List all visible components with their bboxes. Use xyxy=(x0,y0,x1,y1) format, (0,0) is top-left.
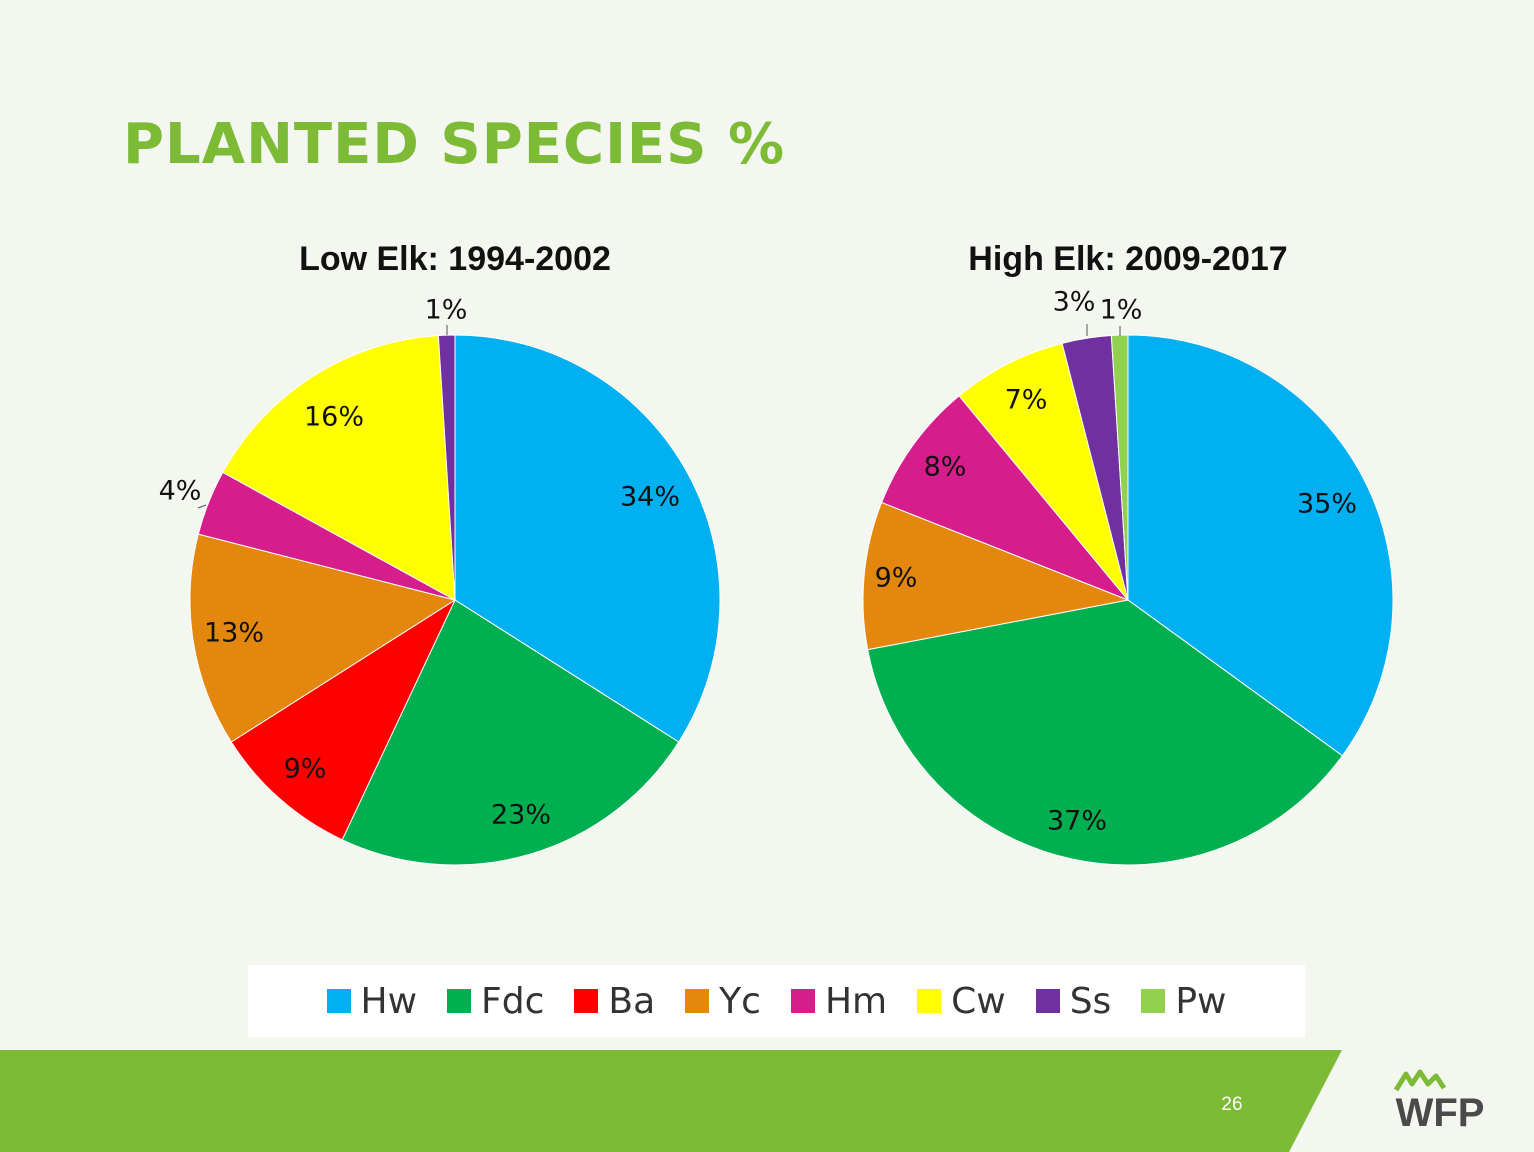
legend-item-hm: Hm xyxy=(790,980,888,1022)
legend-swatch xyxy=(1035,989,1060,1013)
legend-swatch xyxy=(447,989,472,1013)
legend-swatch xyxy=(917,989,942,1013)
legend-item-fdc: Fdc xyxy=(447,981,544,1022)
logo-tree-mark-icon xyxy=(1393,1069,1447,1092)
chart-title-low-elk: Low Elk: 1994-2002 xyxy=(299,240,611,278)
slice-label-fdc: 37% xyxy=(1047,806,1107,837)
wfp-logo: WFP xyxy=(1393,1069,1485,1132)
pie-slice-hm xyxy=(880,395,1129,601)
slice-label-cw: 16% xyxy=(304,402,364,433)
pie-slice-yc xyxy=(862,501,1130,651)
chart-title-high-elk: High Elk: 2009-2017 xyxy=(968,240,1287,278)
slide-title: PLANTED SPECIES % xyxy=(123,112,786,177)
legend-item-hw: Hw xyxy=(326,980,418,1022)
legend-label: Pw xyxy=(1175,980,1227,1022)
slice-label-hm: 4% xyxy=(159,476,202,507)
legend-label: Ss xyxy=(1069,980,1112,1022)
slice-label-ss: 3% xyxy=(1053,287,1096,318)
legend-item-pw: Pw xyxy=(1141,981,1226,1022)
legend-swatch xyxy=(574,989,599,1013)
legend-item-ba: Ba xyxy=(574,981,655,1022)
slice-label-yc: 13% xyxy=(204,618,264,649)
pie-low-elk: 34% 23% 9% 13% 4% 16% 1% xyxy=(159,295,721,866)
legend: Hw Fdc Ba Yc Hm Cw Ss Pw xyxy=(248,965,1305,1037)
legend-label: Fdc xyxy=(481,980,545,1022)
legend-label: Hm xyxy=(824,980,888,1022)
legend-label: Ba xyxy=(608,980,656,1022)
slice-label-fdc: 23% xyxy=(491,800,551,831)
slice-label-pw: 1% xyxy=(1100,295,1143,326)
legend-item-yc: Yc xyxy=(685,981,761,1022)
logo-text: WFP xyxy=(1396,1091,1485,1132)
pie-slice-fdc xyxy=(341,599,680,866)
footer-band xyxy=(0,1050,1342,1152)
slice-label-hw: 34% xyxy=(620,482,680,513)
page-number: 26 xyxy=(1221,1094,1243,1115)
legend-swatch xyxy=(326,989,351,1013)
legend-item-cw: Cw xyxy=(917,981,1006,1022)
pie-slice-ss xyxy=(437,334,456,601)
slice-label-ba: 9% xyxy=(284,754,327,785)
pie-slice-ba xyxy=(230,598,457,841)
pie-slice-hw xyxy=(454,334,721,743)
legend-label: Cw xyxy=(951,980,1006,1022)
pie-slice-cw xyxy=(958,342,1129,601)
pie-slice-yc xyxy=(189,533,457,743)
legend-label: Yc xyxy=(719,980,761,1022)
legend-swatch xyxy=(1141,989,1166,1013)
pie-slice-fdc xyxy=(867,599,1344,866)
legend-item-ss: Ss xyxy=(1035,980,1112,1022)
legend-swatch xyxy=(790,989,815,1013)
legend-label: Hw xyxy=(360,980,418,1022)
slice-label-hm: 8% xyxy=(924,452,967,483)
slice-label-cw: 7% xyxy=(1005,385,1048,416)
pie-high-elk: 35% 37% 9% 8% 7% 3% 1% xyxy=(862,287,1394,866)
slice-label-hw: 35% xyxy=(1297,489,1357,520)
leader-line-hm xyxy=(197,504,207,509)
pie-slice-cw xyxy=(222,334,456,601)
pie-slice-hw xyxy=(1127,334,1394,757)
slice-label-yc: 9% xyxy=(875,563,918,594)
slice-label-ss: 1% xyxy=(425,295,468,326)
legend-swatch xyxy=(685,989,710,1013)
